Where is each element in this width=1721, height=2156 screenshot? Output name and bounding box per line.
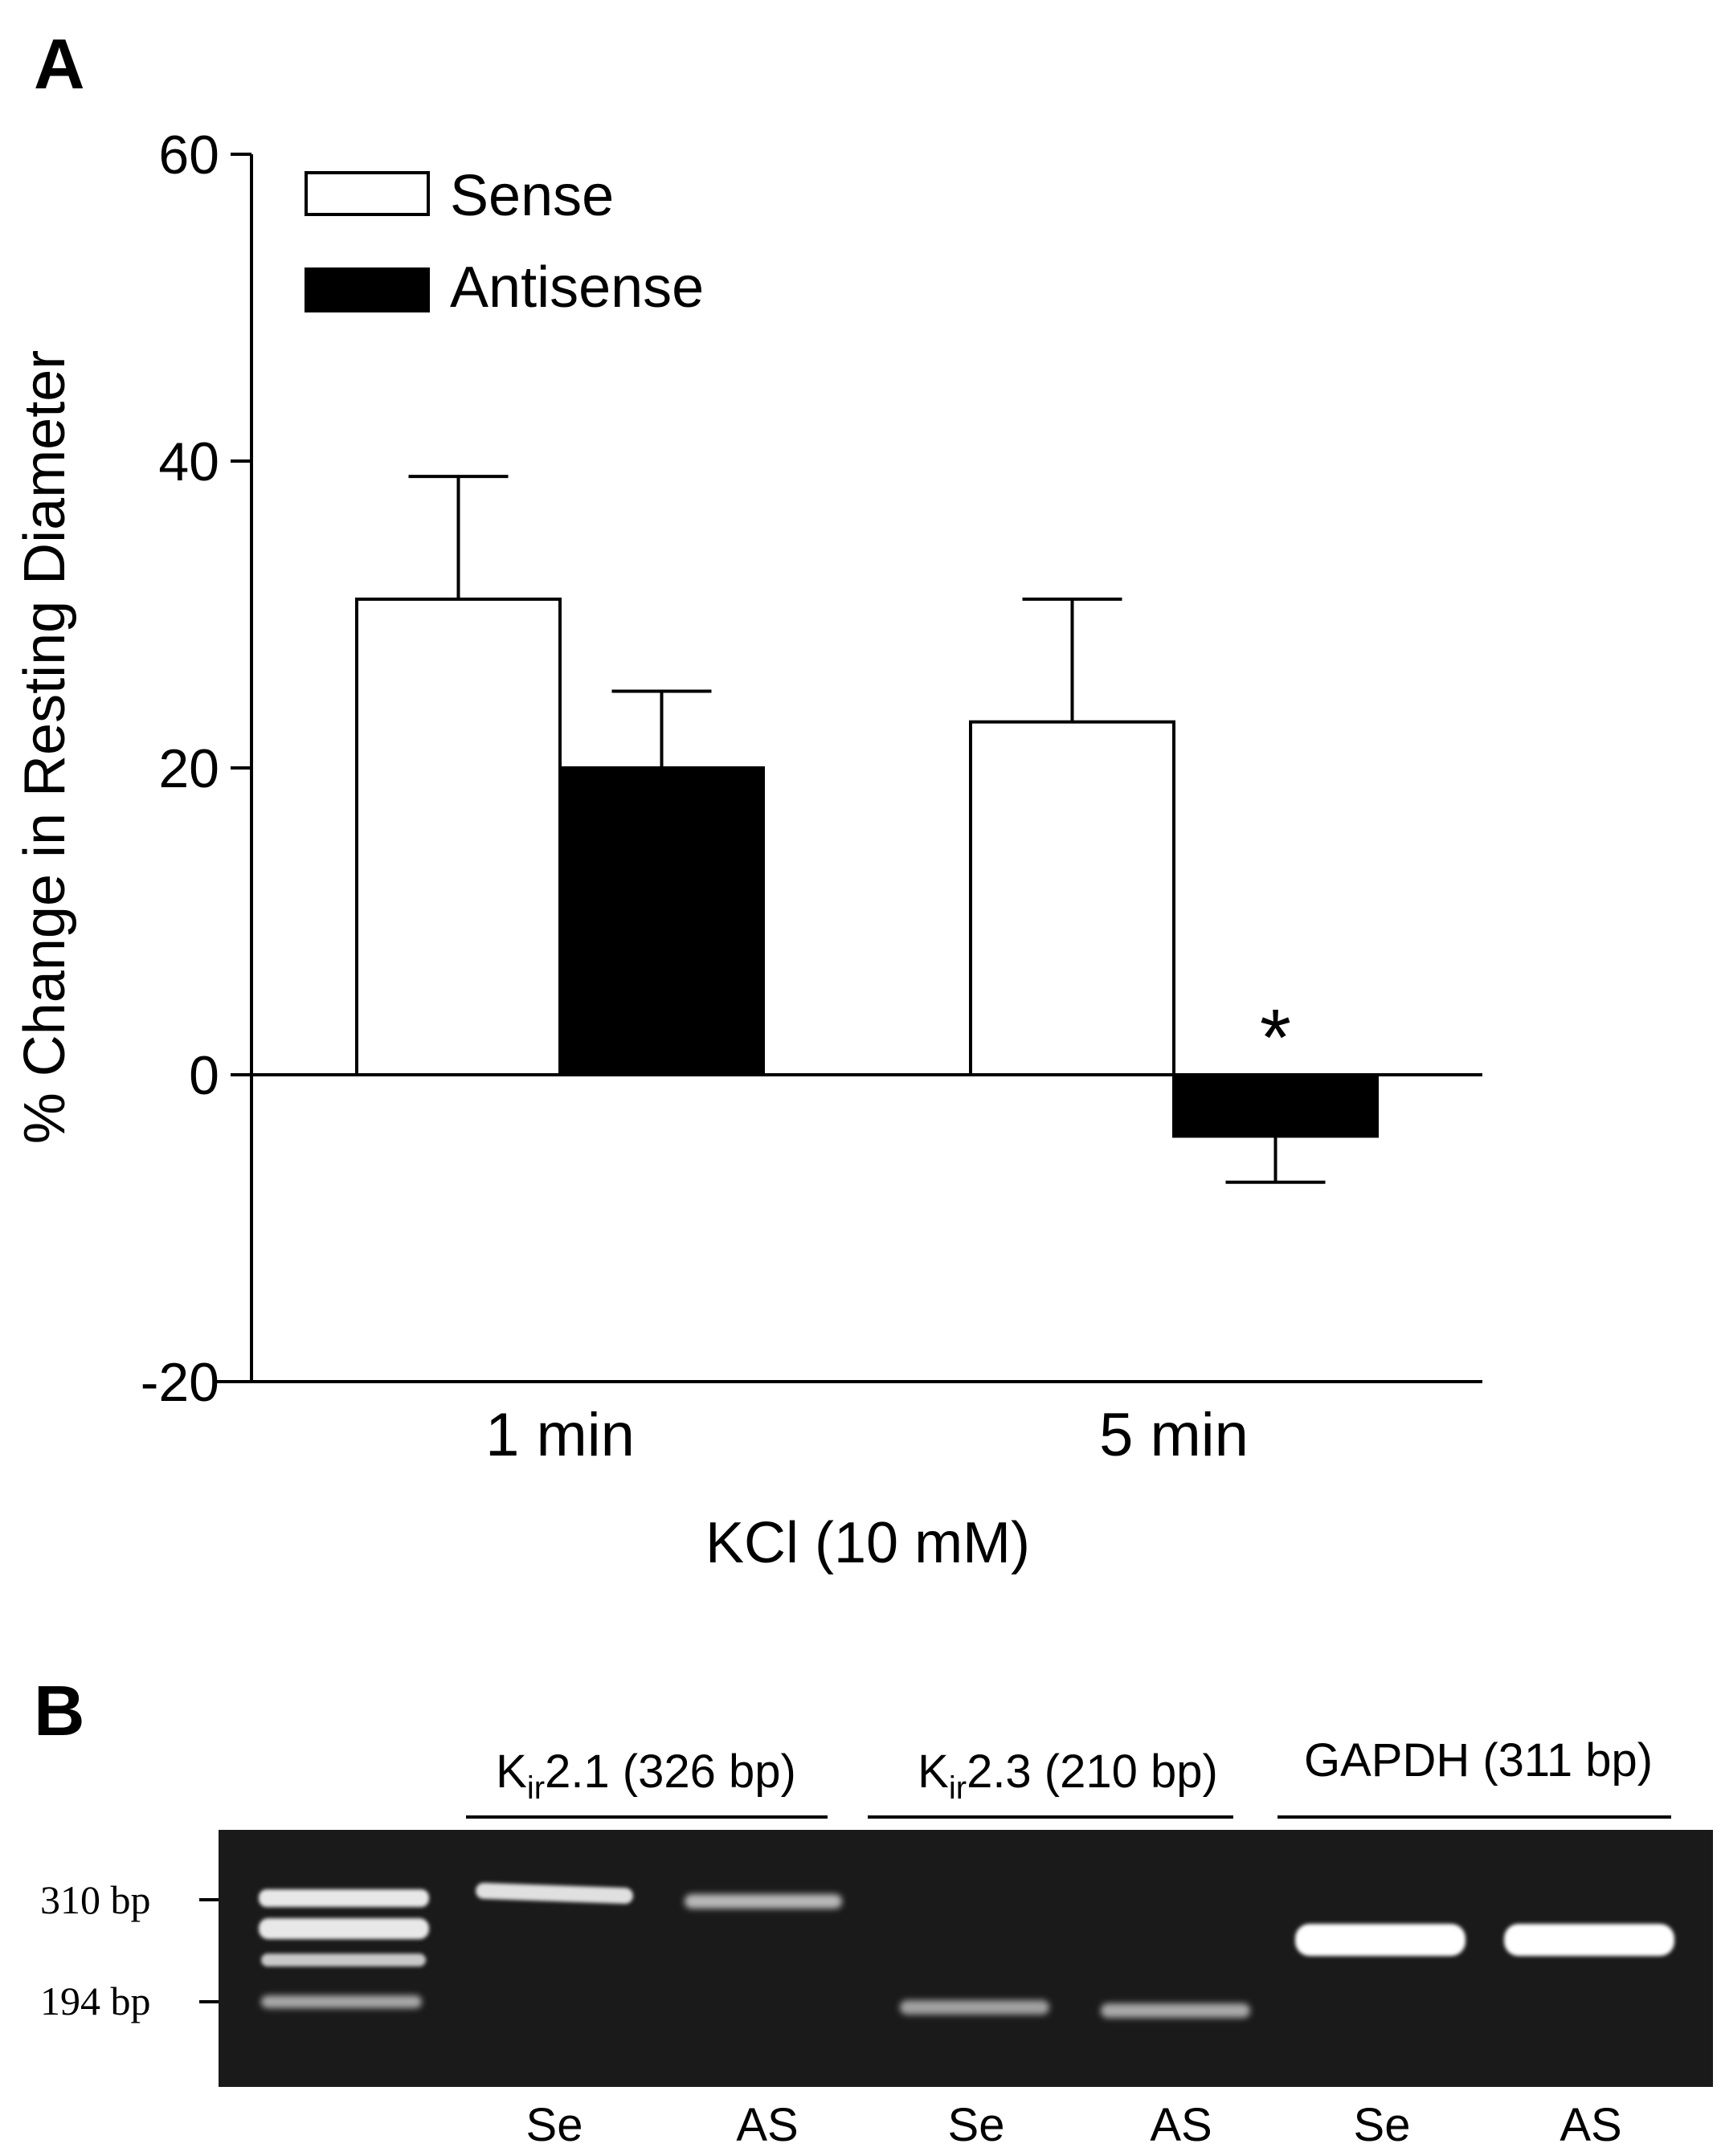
- x-category-label: 5 min: [1099, 1401, 1249, 1469]
- bar-chart: -20 0 20 40 60 1 min 5 min *: [141, 125, 1482, 1469]
- bar-sense-1: [969, 720, 1175, 1076]
- lane-label: AS: [1560, 2099, 1621, 2151]
- x-category-label: 1 min: [485, 1401, 635, 1469]
- band-kir23-as: [1101, 2003, 1250, 2018]
- gel-group-title: GAPDH (311 bp): [1304, 1734, 1653, 1786]
- y-axis-title: % Change in Resting Diameter: [13, 350, 77, 1145]
- x-category-labels: 1 min 5 min: [485, 1401, 1249, 1469]
- y-tick-label: -20: [141, 1352, 219, 1413]
- marker-label-310: 310 bp: [40, 1877, 151, 1922]
- y-tick-label: 60: [158, 125, 219, 186]
- gel-image: [219, 1830, 1713, 2087]
- legend-label-antisense: Antisense: [450, 255, 704, 320]
- lane-labels: Se AS Se AS Se AS: [526, 2099, 1622, 2151]
- band-gapdh-se: [1295, 1924, 1466, 1956]
- y-tick-label: 0: [189, 1045, 219, 1106]
- lane-label: AS: [736, 2099, 798, 2151]
- gel-group-header-kir21: Kir2.1 (326 bp): [466, 1746, 828, 1819]
- bar-antisense-0: [558, 766, 765, 1076]
- band-kir21-se: [476, 1882, 633, 1905]
- bar-antisense-1: [1172, 1073, 1379, 1138]
- ladder-bands: [259, 1889, 429, 2008]
- bar-sense-0: [355, 597, 562, 1076]
- lane-label: Se: [1354, 2099, 1411, 2151]
- lane-label: Se: [526, 2099, 583, 2151]
- lane-label: Se: [948, 2099, 1005, 2151]
- band-gapdh-as: [1504, 1924, 1674, 1956]
- x-axis-title: KCl (10 mM): [705, 1511, 1030, 1575]
- panel-b-label: B: [34, 1671, 85, 1750]
- error-bars: [408, 475, 1326, 1184]
- y-axis-ticks: -20 0 20 40 60: [141, 125, 251, 1413]
- band-kir23-se: [900, 2000, 1049, 2015]
- legend-swatch-sense: [305, 171, 430, 216]
- marker-label-194: 194 bp: [40, 1978, 151, 2023]
- band-kir21-as: [685, 1894, 842, 1909]
- gel-group-header-kir23: Kir2.3 (210 bp): [868, 1746, 1233, 1819]
- gel-group-title: Kir2.1 (326 bp): [496, 1746, 796, 1806]
- y-tick-label: 40: [158, 431, 219, 492]
- legend-swatch-antisense: [305, 267, 430, 312]
- gel-group-title: Kir2.3 (210 bp): [918, 1746, 1218, 1806]
- bars: [355, 597, 1379, 1138]
- gel-group-header-gapdh: GAPDH (311 bp): [1277, 1734, 1671, 1819]
- lane-label: AS: [1150, 2099, 1212, 2151]
- gel-background: [219, 1830, 1713, 2087]
- panel-a-label: A: [34, 24, 85, 104]
- y-tick-label: 20: [158, 738, 219, 799]
- legend-label-sense: Sense: [450, 164, 614, 228]
- legend: Sense Antisense: [305, 164, 704, 320]
- significance-asterisk: *: [1260, 993, 1291, 1083]
